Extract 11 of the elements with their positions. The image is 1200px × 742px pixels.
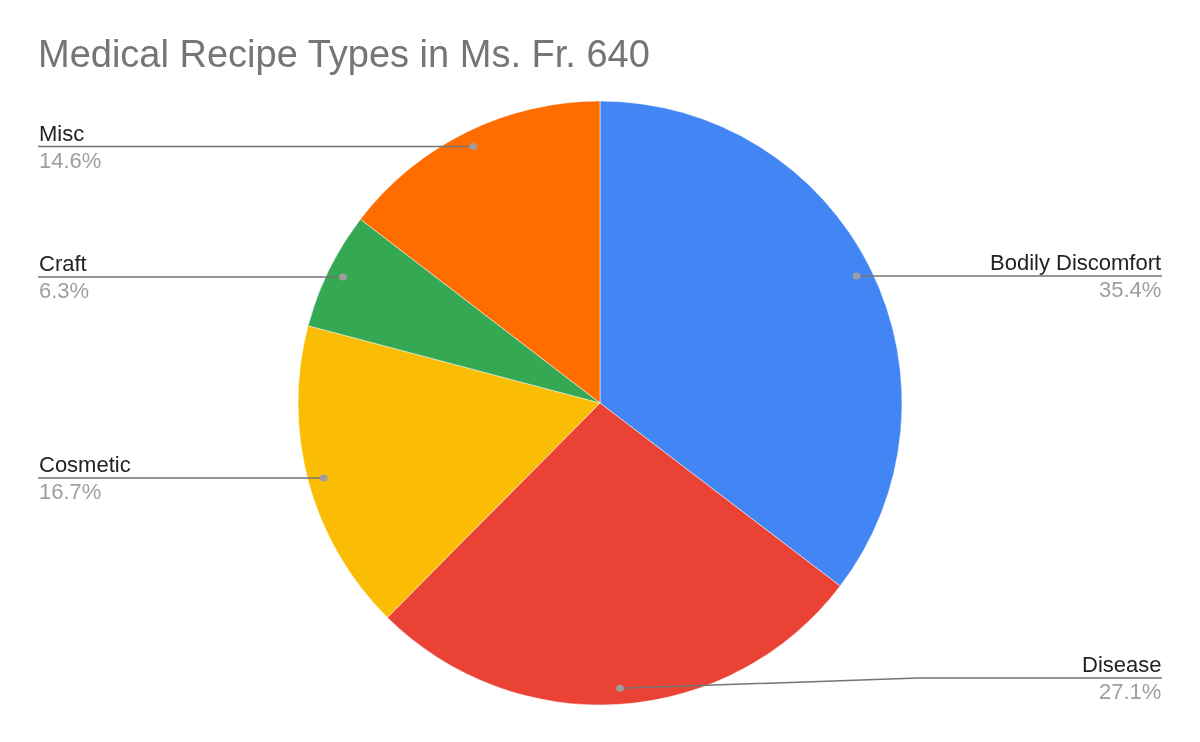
data-label: 35.4% (1099, 277, 1162, 302)
slice-label: Cosmetic (39, 452, 131, 477)
slice-label: Disease (1082, 652, 1162, 677)
chart-title: Medical Recipe Types in Ms. Fr. 640 (38, 33, 650, 76)
data-label: 6.3% (39, 278, 90, 303)
data-label: 27.1% (1099, 679, 1162, 704)
data-label: 14.6% (39, 148, 102, 173)
data-label: 16.7% (39, 479, 102, 504)
slice-label: Misc (39, 121, 85, 146)
slice-label: Bodily Discomfort (990, 250, 1162, 275)
slice-label: Craft (39, 251, 87, 276)
